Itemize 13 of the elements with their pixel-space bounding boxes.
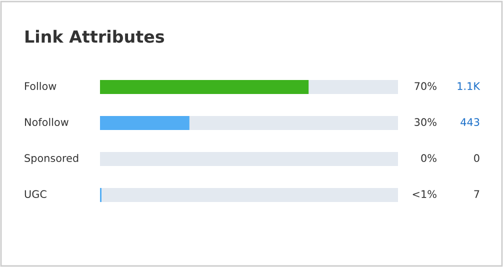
text: 7 <box>474 190 480 198</box>
chart-title: Link Attributes <box>26 30 164 43</box>
y-tick-label: Sponsored <box>24 154 78 164</box>
text: 0 <box>474 154 480 162</box>
y-tick-label: Nofollow <box>25 118 68 126</box>
y-tick-label: Follow <box>25 82 56 90</box>
data-label: 70% <box>414 82 436 90</box>
data-label: 0% <box>421 154 436 162</box>
y-tick-label: UGC <box>24 190 46 198</box>
text: 1.1K <box>458 82 480 90</box>
data-label: 30% <box>414 118 436 126</box>
text: 443 <box>460 118 480 126</box>
data-label: <1% <box>412 190 436 198</box>
